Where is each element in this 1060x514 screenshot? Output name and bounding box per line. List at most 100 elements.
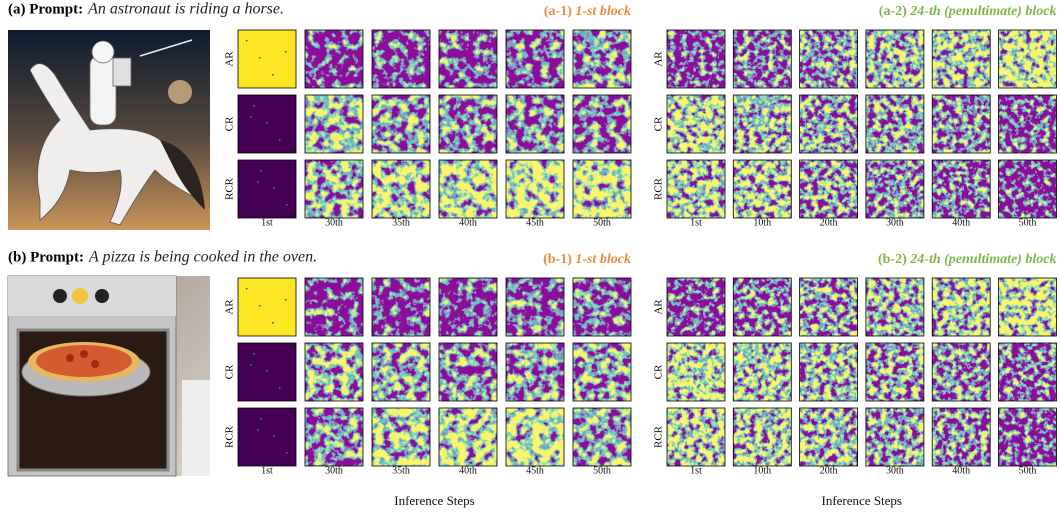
heatmap xyxy=(505,159,565,219)
heatmap xyxy=(438,159,498,219)
heatmap xyxy=(505,29,565,89)
heatmap xyxy=(998,29,1057,89)
heatmap xyxy=(438,407,498,467)
prompt: An astronaut is riding a horse. xyxy=(87,1,284,18)
heatmap xyxy=(799,407,858,467)
heatmap xyxy=(572,29,632,89)
heatmap xyxy=(799,277,858,337)
heatmap xyxy=(799,94,858,154)
heatmap xyxy=(931,159,991,219)
step-label: 50th xyxy=(593,465,611,476)
heatmap xyxy=(438,94,498,154)
heatmap xyxy=(304,277,364,337)
heatmap xyxy=(998,342,1057,402)
step-label: 50th xyxy=(593,217,611,228)
heatmap xyxy=(572,277,632,337)
block-label: (b-2) xyxy=(878,252,907,267)
step-label: 30th xyxy=(886,465,904,476)
row-label: RCR xyxy=(653,425,665,448)
heatmap xyxy=(931,29,991,89)
heatmap xyxy=(931,407,991,467)
step-label: 1st xyxy=(690,217,702,228)
heatmap xyxy=(572,159,632,219)
step-label: 1st xyxy=(261,465,273,476)
step-label: 30th xyxy=(886,217,904,228)
heatmap xyxy=(931,277,991,337)
row-label: CR xyxy=(224,116,236,131)
heatmap xyxy=(304,94,364,154)
heatmap xyxy=(998,159,1057,219)
step-label: 10th xyxy=(753,217,771,228)
heatmap xyxy=(371,277,431,337)
row-label: AR xyxy=(224,51,236,67)
x-axis-label: Inference Steps xyxy=(394,493,475,508)
heatmap xyxy=(799,159,858,219)
heatmap xyxy=(666,94,726,154)
row-label: CR xyxy=(653,116,665,131)
heatmap xyxy=(371,407,431,467)
step-label: 1st xyxy=(261,217,273,228)
heatmap xyxy=(505,407,565,467)
heatmap xyxy=(865,159,925,219)
heatmap xyxy=(865,277,925,337)
step-label: 35th xyxy=(392,217,410,228)
heatmap xyxy=(732,407,792,467)
heatmap xyxy=(732,29,792,89)
row-label: RCR xyxy=(224,425,236,448)
step-label: 30th xyxy=(325,217,343,228)
panel-label: (a) Prompt: xyxy=(8,1,83,17)
heatmap xyxy=(799,29,858,89)
step-label: 10th xyxy=(753,465,771,476)
heatmap xyxy=(237,94,297,154)
block-title: (a-2) 24-th (penultimate) block xyxy=(879,4,1057,19)
row-label: CR xyxy=(653,364,665,379)
row-label: RCR xyxy=(224,177,236,200)
heatmap xyxy=(304,407,364,467)
image-pizza xyxy=(7,275,210,477)
heatmap xyxy=(931,342,991,402)
heatmap xyxy=(799,342,858,402)
heatmap xyxy=(237,342,297,402)
heatmap xyxy=(666,407,726,467)
heatmap xyxy=(666,277,726,337)
block-label: (b-1) xyxy=(543,252,572,267)
heatmap xyxy=(371,29,431,89)
step-label: 1st xyxy=(690,465,702,476)
step-label: 50th xyxy=(1019,217,1037,228)
heatmap xyxy=(865,94,925,154)
heatmap xyxy=(371,159,431,219)
heatmap xyxy=(572,342,632,402)
heatmap xyxy=(732,159,792,219)
heatmap xyxy=(304,342,364,402)
block-name: 24-th (penultimate) block xyxy=(909,252,1056,267)
heatmap xyxy=(865,29,925,89)
heatmap xyxy=(371,342,431,402)
step-label: 50th xyxy=(1019,465,1037,476)
step-label: 35th xyxy=(392,465,410,476)
x-axis-label: Inference Steps xyxy=(822,493,903,508)
step-label: 40th xyxy=(952,217,970,228)
block-name: 1-st block xyxy=(575,4,631,19)
heatmap xyxy=(438,277,498,337)
heatmap xyxy=(732,94,792,154)
heatmap xyxy=(237,159,297,219)
heatmap xyxy=(732,277,792,337)
heatmap xyxy=(438,29,498,89)
heatmap xyxy=(931,94,991,154)
block-title: (b-2) 24-th (penultimate) block xyxy=(878,252,1057,267)
step-label: 40th xyxy=(459,465,477,476)
prompt: A pizza is being cooked in the oven. xyxy=(88,249,317,266)
heatmap xyxy=(438,342,498,402)
heatmap xyxy=(998,94,1057,154)
step-label: 45th xyxy=(526,465,544,476)
heatmap xyxy=(865,407,925,467)
row-label: AR xyxy=(224,299,236,315)
step-label: 20th xyxy=(820,465,838,476)
heatmap xyxy=(505,342,565,402)
step-label: 45th xyxy=(526,217,544,228)
heatmap xyxy=(998,407,1057,467)
block-name: 24-th (penultimate) block xyxy=(909,4,1056,19)
heatmap xyxy=(505,94,565,154)
block-title: (a-1) 1-st block xyxy=(544,4,631,19)
